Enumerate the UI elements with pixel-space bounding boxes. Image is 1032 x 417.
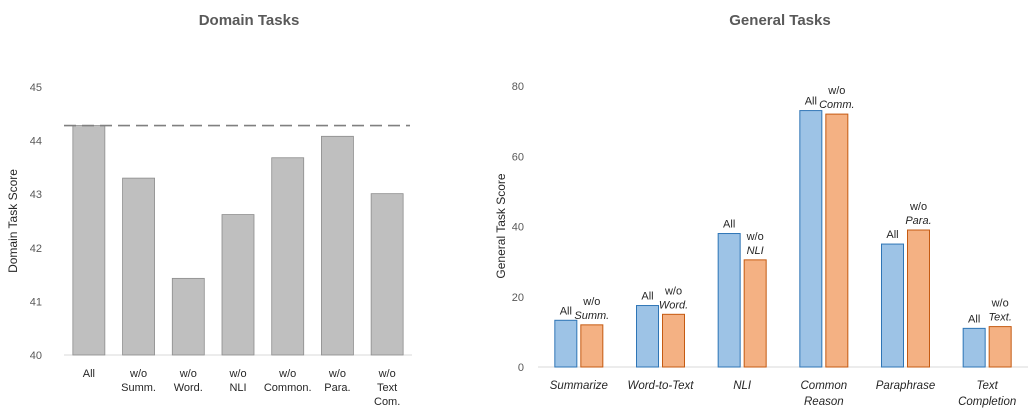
domain-bars <box>64 124 410 356</box>
general-y-ticks: 0 20 40 60 80 <box>512 81 524 374</box>
general-data-label-task: Text. <box>988 312 1011 324</box>
general-chart-title: General Tasks <box>729 12 830 29</box>
general-data-label-wo: w/o <box>664 285 682 297</box>
domain-x-tick-label: Text <box>377 382 397 394</box>
general-y-axis-label: General Task Score <box>494 173 508 278</box>
domain-y-tick-label: 42 <box>30 243 42 255</box>
general-x-tick-label: Reason <box>804 396 844 408</box>
general-x-tick-label: Text <box>977 380 999 392</box>
general-data-label-all: All <box>886 229 898 241</box>
general-y-tick-label: 60 <box>512 151 524 163</box>
general-y-tick-label: 0 <box>518 362 524 374</box>
domain-x-tick-label: Para. <box>324 382 350 394</box>
general-data-label-all: All <box>968 313 980 325</box>
general-x-tick-label: Completion <box>958 396 1016 408</box>
domain-x-tick-label: Summ. <box>121 382 156 394</box>
general-bar-all <box>636 305 659 368</box>
domain-x-tick-label: Word. <box>174 382 203 394</box>
domain-y-tick-label: 40 <box>30 350 42 362</box>
general-bar-all <box>554 319 578 368</box>
domain-x-tick-label: w/o <box>228 368 246 380</box>
domain-bar <box>271 157 305 356</box>
general-data-label-all: All <box>641 291 653 303</box>
general-bar-wo <box>988 326 1012 368</box>
general-y-tick-label: 20 <box>512 292 524 304</box>
domain-x-labels: All w/o Summ. w/o Word. w/o NLI w/o Common. w/o Pa… <box>83 368 401 408</box>
domain-tasks-chart: Domain Tasks Domain Task Score 404142434… <box>6 12 412 408</box>
general-y-tick-label: 40 <box>512 222 524 234</box>
domain-chart-title: Domain Tasks <box>199 12 300 29</box>
domain-x-tick-label: All <box>83 368 95 380</box>
domain-bar <box>321 135 354 356</box>
general-bar-all <box>799 110 823 368</box>
domain-y-tick-label: 43 <box>30 189 42 201</box>
domain-x-tick-label: w/o <box>129 368 147 380</box>
general-data-label-wo: w/o <box>991 298 1009 310</box>
domain-y-tick-label: 41 <box>30 296 42 308</box>
domain-y-axis-label: Domain Task Score <box>6 169 20 273</box>
general-x-tick-label: Word-to-Text <box>627 380 694 392</box>
domain-x-tick-label: w/o <box>179 368 197 380</box>
general-x-tick-label: Common <box>801 380 848 392</box>
domain-x-tick-label: Com. <box>374 396 400 408</box>
domain-bar <box>221 214 255 356</box>
general-x-tick-label: NLI <box>733 380 752 392</box>
general-data-label-task: Para. <box>905 215 931 227</box>
general-data-label-wo: w/o <box>909 201 927 213</box>
general-data-label-all: All <box>805 96 817 108</box>
general-data-label-task: Word. <box>659 299 688 311</box>
general-x-labels: Summarize Word-to-Text NLI Common Reason Para… <box>550 380 1016 408</box>
general-data-label-task: Summ. <box>574 310 609 322</box>
general-data-label-wo: w/o <box>746 231 764 243</box>
general-x-tick-label: Summarize <box>550 380 608 392</box>
general-bar-all <box>962 327 986 368</box>
domain-y-tick-label: 44 <box>30 136 42 148</box>
general-bar-wo <box>825 113 849 368</box>
domain-y-ticks: 40 41 42 43 44 45 <box>30 82 42 362</box>
general-data-label-task: NLI <box>747 245 764 257</box>
general-bars <box>554 110 1012 368</box>
general-y-tick-label: 80 <box>512 81 524 93</box>
domain-x-tick-label: w/o <box>278 368 296 380</box>
domain-x-tick-label: w/o <box>328 368 346 380</box>
domain-x-tick-label: w/o <box>378 368 396 380</box>
general-tasks-chart: General Tasks General Task Score 0 20 40 60… <box>494 12 1028 408</box>
general-data-label-wo: w/o <box>827 85 845 97</box>
general-data-label-task: Comm. <box>819 99 854 111</box>
domain-x-tick-label: Common. <box>264 382 312 394</box>
domain-bar <box>171 277 205 356</box>
general-bar-all <box>881 243 904 368</box>
general-bar-wo <box>907 229 930 368</box>
domain-bar <box>122 177 155 356</box>
general-data-label-wo: w/o <box>582 296 600 308</box>
general-bar-wo <box>743 259 767 368</box>
general-data-label-all: All <box>723 219 735 231</box>
general-data-label-all: All <box>560 305 572 317</box>
general-x-tick-label: Paraphrase <box>876 380 935 392</box>
domain-bar <box>370 193 404 356</box>
domain-bar <box>72 125 106 356</box>
domain-y-tick-label: 45 <box>30 82 42 94</box>
general-bar-all <box>717 233 741 368</box>
general-bar-wo <box>662 313 685 368</box>
general-bar-wo <box>580 324 604 368</box>
domain-x-tick-label: NLI <box>229 382 246 394</box>
